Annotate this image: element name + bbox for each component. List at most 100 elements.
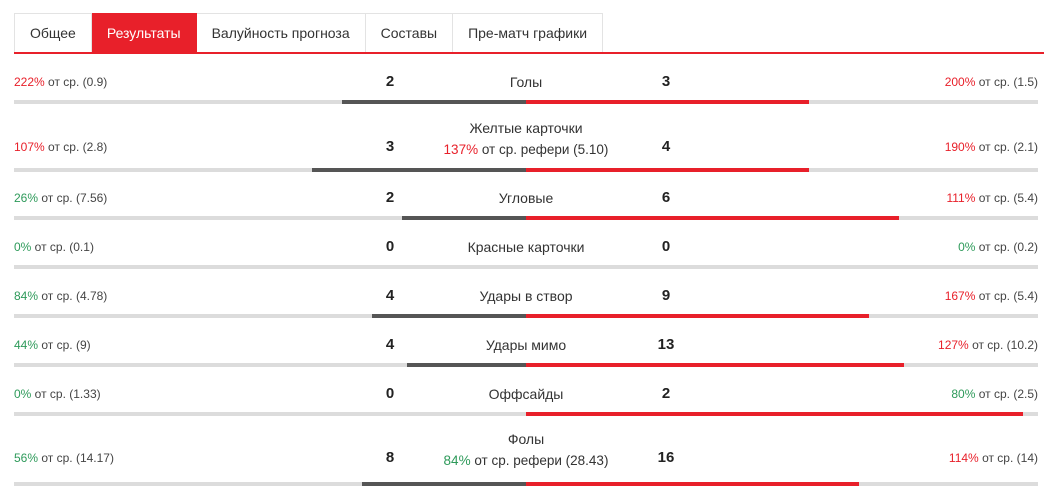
referee-comparison: 137% от ср. рефери (5.10) (426, 139, 626, 160)
home-value: 2 (385, 73, 395, 90)
home-avg-percent: 222% (14, 75, 45, 89)
away-avg-comparison: 167% от ср. (5.4) (945, 289, 1038, 303)
bar-track (14, 265, 1038, 269)
away-avg-text: от ср. (5.4) (975, 289, 1038, 303)
home-avg-comparison: 84% от ср. (4.78) (14, 289, 107, 303)
away-bar (526, 314, 869, 318)
home-avg-comparison: 44% от ср. (9) (14, 338, 91, 352)
away-avg-comparison: 190% от ср. (2.1) (945, 140, 1038, 154)
stat-row: 84% от ср. (4.78) 167% от ср. (5.4) 4 9 Удар… (14, 280, 1038, 318)
away-value: 6 (661, 189, 671, 206)
tab-bar: Общее Результаты Валуйность прогноза Сос… (14, 13, 604, 53)
stat-label: Фолы 84% от ср. рефери (28.43) (426, 429, 626, 471)
stat-name: Красные карточки (467, 239, 585, 255)
stat-label: Голы (426, 72, 626, 93)
away-avg-percent: 111% (946, 191, 976, 205)
away-value: 13 (657, 336, 675, 353)
stat-name: Удары в створ (479, 288, 573, 304)
home-value: 2 (385, 189, 395, 206)
stat-name: Голы (509, 74, 543, 90)
away-bar (526, 100, 809, 104)
away-bar (526, 363, 904, 367)
home-avg-comparison: 222% от ср. (0.9) (14, 75, 107, 89)
away-avg-text: от ср. (1.5) (975, 75, 1038, 89)
away-avg-percent: 200% (944, 75, 976, 89)
stat-row: 0% от ср. (1.33) 80% от ср. (2.5) 0 2 Оффсай… (14, 378, 1038, 416)
away-avg-comparison: 80% от ср. (2.5) (951, 387, 1038, 401)
home-bar (402, 216, 526, 220)
home-avg-percent: 0% (14, 387, 32, 401)
home-avg-comparison: 107% от ср. (2.8) (14, 140, 107, 154)
tab-prematch-charts[interactable]: Пре-матч графики (453, 13, 604, 52)
away-bar (526, 216, 899, 220)
away-avg-percent: 167% (944, 289, 976, 303)
tab-underline (14, 52, 1044, 54)
home-avg-percent: 26% (14, 191, 39, 205)
away-avg-comparison: 0% от ср. (0.2) (958, 240, 1038, 254)
stat-name: Фолы (507, 431, 545, 447)
home-avg-text: от ср. (2.8) (44, 140, 108, 154)
home-avg-text: от ср. (0.1) (31, 240, 94, 254)
stat-label: Угловые (426, 188, 626, 209)
home-avg-percent: 56% (14, 451, 39, 465)
stat-row: 107% от ср. (2.8) 190% от ср. (2.1) 3 4 Желт… (14, 116, 1038, 172)
away-bar (526, 482, 859, 486)
away-avg-text: от ср. (5.4) (975, 191, 1038, 205)
away-value: 9 (661, 287, 671, 304)
stat-name: Оффсайды (488, 386, 564, 402)
stat-name: Удары мимо (485, 337, 567, 353)
home-bar (362, 482, 526, 486)
away-value: 0 (661, 238, 671, 255)
away-value: 16 (657, 449, 675, 466)
home-value: 4 (385, 287, 395, 304)
away-avg-comparison: 127% от ср. (10.2) (938, 338, 1038, 352)
stat-row: 222% от ср. (0.9) 200% от ср. (1.5) 2 3 Голы (14, 66, 1038, 104)
home-avg-comparison: 26% от ср. (7.56) (14, 191, 107, 205)
home-avg-text: от ср. (1.33) (31, 387, 101, 401)
home-value: 0 (385, 385, 395, 402)
tab-forecast-value[interactable]: Валуйность прогноза (196, 13, 366, 52)
home-avg-percent: 0% (14, 240, 32, 254)
home-avg-percent: 44% (14, 338, 39, 352)
referee-avg-percent: 137% (443, 142, 479, 157)
stat-label: Красные карточки (426, 237, 626, 258)
away-avg-percent: 80% (951, 387, 976, 401)
stat-row: 26% от ср. (7.56) 111% от ср. (5.4) 2 6 Угло… (14, 182, 1038, 220)
stat-row: 44% от ср. (9) 127% от ср. (10.2) 4 13 Удары… (14, 329, 1038, 367)
home-avg-text: от ср. (7.56) (38, 191, 108, 205)
away-bar (526, 168, 809, 172)
tab-lineups[interactable]: Составы (365, 13, 454, 52)
tab-results[interactable]: Результаты (91, 13, 197, 52)
home-value: 0 (385, 238, 395, 255)
away-bar (526, 412, 1023, 416)
home-avg-comparison: 0% от ср. (0.1) (14, 240, 94, 254)
referee-avg-text: от ср. рефери (5.10) (478, 142, 609, 157)
home-avg-comparison: 56% от ср. (14.17) (14, 451, 114, 465)
home-avg-text: от ср. (4.78) (38, 289, 108, 303)
home-bar (407, 363, 526, 367)
stat-label: Оффсайды (426, 384, 626, 405)
away-avg-percent: 190% (944, 140, 976, 154)
home-avg-comparison: 0% от ср. (1.33) (14, 387, 101, 401)
away-avg-percent: 127% (938, 338, 969, 352)
away-avg-text: от ср. (10.2) (968, 338, 1038, 352)
away-avg-percent: 0% (958, 240, 976, 254)
tab-general[interactable]: Общее (14, 13, 92, 52)
referee-avg-percent: 84% (443, 453, 471, 468)
home-avg-text: от ср. (9) (38, 338, 91, 352)
stat-label: Удары в створ (426, 286, 626, 307)
away-avg-text: от ср. (2.1) (975, 140, 1038, 154)
away-value: 3 (661, 73, 671, 90)
away-avg-text: от ср. (2.5) (975, 387, 1038, 401)
home-bar (342, 100, 526, 104)
referee-comparison: 84% от ср. рефери (28.43) (426, 450, 626, 471)
stat-row: 56% от ср. (14.17) 114% от ср. (14) 8 16 Фол… (14, 427, 1038, 486)
away-avg-text: от ср. (0.2) (975, 240, 1038, 254)
home-avg-text: от ср. (14.17) (38, 451, 114, 465)
home-avg-percent: 107% (14, 140, 45, 154)
stat-name: Угловые (498, 190, 554, 206)
home-value: 8 (385, 449, 395, 466)
away-avg-comparison: 111% от ср. (5.4) (946, 191, 1038, 205)
home-value: 4 (385, 336, 395, 353)
home-bar (312, 168, 526, 172)
